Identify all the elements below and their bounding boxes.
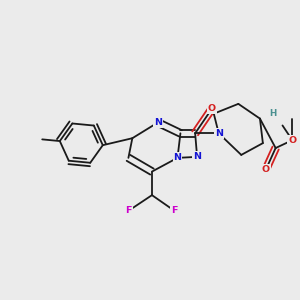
Text: O: O <box>262 165 270 174</box>
Text: N: N <box>173 153 181 162</box>
Text: H: H <box>269 109 276 118</box>
Text: N: N <box>154 118 162 127</box>
Text: N: N <box>215 129 223 138</box>
Text: N: N <box>193 152 201 161</box>
Text: O: O <box>288 136 296 145</box>
Text: O: O <box>208 104 216 113</box>
Text: F: F <box>125 206 132 215</box>
Text: F: F <box>171 206 178 215</box>
